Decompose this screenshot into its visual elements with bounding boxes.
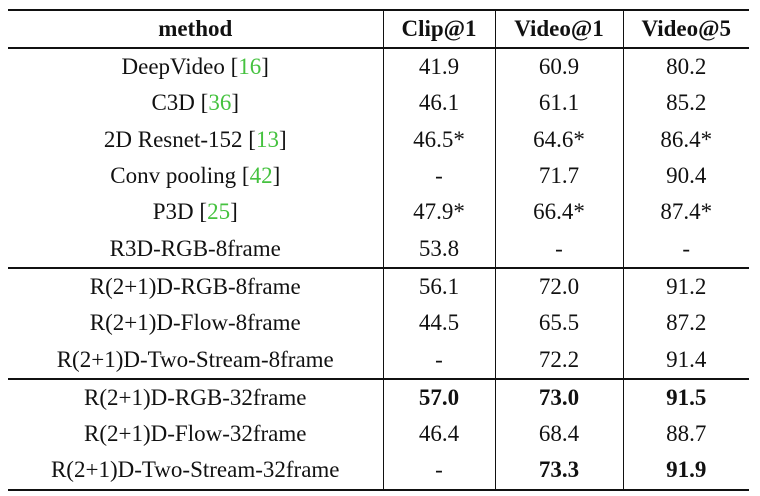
video-at-5-cell: - <box>622 230 749 268</box>
table-row: R3D-RGB-8frame 53.8- - <box>8 230 749 268</box>
method-name: R(2+1)D-RGB-32frame <box>84 384 307 410</box>
clip-at-1-cell: - <box>382 157 495 195</box>
method-cell: DeepVideo [16] <box>121 54 269 80</box>
method-name: R(2+1)D-RGB-8frame <box>89 273 301 299</box>
video-at-1-cell: 64.6* <box>494 121 623 158</box>
table-group-8frame: R(2+1)D-RGB-8frame 56.1 72.0 91.2 R(2+1)D-Fl… <box>8 266 749 379</box>
clip-at-1-cell: 57.0 <box>382 377 495 416</box>
video-at-1-cell: 61.1 <box>494 85 623 122</box>
clip-at-1-cell: 44.5 <box>382 305 495 342</box>
citation-link[interactable]: 25 <box>207 199 231 225</box>
method-name: 2D Resnet-152 <box>103 126 243 152</box>
video-at-5-cell: 91.9 <box>622 452 749 491</box>
video-at-5-cell: 86.4* <box>622 121 749 158</box>
video-at-5-cell: 90.4 <box>622 157 749 195</box>
method-name: DeepVideo <box>121 54 225 80</box>
table-row: R(2+1)D-Flow-8frame 44.5 65.5 87.2 <box>8 305 749 342</box>
video-at-1-cell: 60.9 <box>494 48 623 86</box>
clip-at-1-cell: 41.9 <box>382 48 495 86</box>
results-table: method Clip@1 Video@1 Video@5 DeepVideo … <box>8 9 749 491</box>
table-group-32frame: R(2+1)D-RGB-32frame 57.0 73.0 91.5 R(2+1)D-F… <box>8 377 749 491</box>
video-at-5-cell: 85.2 <box>622 85 749 122</box>
method-cell: R(2+1)D-Two-Stream-32frame <box>8 452 383 491</box>
video-at-5-cell: 91.4 <box>622 341 749 379</box>
table-row: Conv pooling [42] -71.7 90.4 <box>8 157 749 195</box>
clip-at-1-cell: 47.9* <box>382 194 495 231</box>
method-name: Conv pooling <box>110 163 237 189</box>
video-at-5-cell: 87.2 <box>622 305 749 342</box>
method-cell: C3D [36] <box>151 90 240 116</box>
method-cell: R(2+1)D-Flow-32frame <box>8 416 383 452</box>
table-row: R(2+1)D-RGB-8frame 56.1 72.0 91.2 <box>8 266 749 306</box>
table-row: R(2+1)D-RGB-32frame 57.0 73.0 91.5 <box>8 377 749 416</box>
method-cell: R(2+1)D-RGB-32frame <box>8 377 383 416</box>
method-name: R(2+1)D-Two-Stream-8frame <box>56 346 334 372</box>
video-at-5-cell: 80.2 <box>622 48 749 86</box>
method-name: P3D <box>152 199 194 225</box>
citation-link[interactable]: 13 <box>255 126 279 152</box>
table-row: R(2+1)D-Flow-32frame 46.4 68.4 88.7 <box>8 415 749 453</box>
method-name: R(2+1)D-Flow-8frame <box>89 310 301 336</box>
table-row: R(2+1)D-Two-Stream-32frame -73.3 91.9 <box>8 452 749 491</box>
header-row: method Clip@1 Video@1 Video@5 <box>8 9 749 49</box>
method-cell: R(2+1)D-RGB-8frame <box>8 266 383 306</box>
method-cell: R(2+1)D-Flow-8frame <box>8 305 383 341</box>
clip-at-1-cell: 53.8 <box>382 230 495 268</box>
clip-at-1-cell: 46.1 <box>382 85 495 122</box>
method-cell: Conv pooling [42] <box>110 163 281 189</box>
video-at-5-cell: 91.2 <box>622 266 749 306</box>
table-group-baselines: DeepVideo [16] 41.9 60.9 80.2 C3D [36] 46.1 61… <box>8 48 749 268</box>
method-name: R(2+1)D-Flow-32frame <box>84 421 307 447</box>
table-row: 2D Resnet-152 [13] 46.5* 64.6* 86.4* <box>8 121 749 158</box>
video-at-1-cell: 71.7 <box>494 157 623 195</box>
clip-at-1-cell: 56.1 <box>382 266 495 306</box>
method-cell: R(2+1)D-Two-Stream-8frame <box>8 341 383 378</box>
citation-link[interactable]: 36 <box>208 90 232 116</box>
table-row: C3D [36] 46.1 61.1 85.2 <box>8 85 749 122</box>
video-at-1-cell: - <box>494 230 623 268</box>
clip-at-1-cell: 46.4 <box>382 415 495 453</box>
video-at-5-cell: 91.5 <box>622 377 749 416</box>
video-at-1-cell: 72.0 <box>494 266 623 306</box>
video-at-1-cell: 72.2 <box>494 341 623 379</box>
clip-at-1-cell: - <box>382 452 495 491</box>
table-row: R(2+1)D-Two-Stream-8frame -72.2 91.4 <box>8 341 749 379</box>
method-name: C3D <box>151 90 195 116</box>
citation-link[interactable]: 42 <box>249 163 273 189</box>
method-name: R(2+1)D-Two-Stream-32frame <box>50 457 340 483</box>
video-at-5-cell: 88.7 <box>622 415 749 453</box>
video-at-5-cell: 87.4* <box>622 194 749 231</box>
video-at-1-cell: 73.0 <box>494 377 623 416</box>
video-at-1-cell: 73.3 <box>494 452 623 491</box>
method-cell: R3D-RGB-8frame <box>8 230 383 267</box>
table-row: DeepVideo [16] 41.9 60.9 80.2 <box>8 48 749 86</box>
clip-at-1-cell: - <box>382 341 495 379</box>
clip-at-1-cell: 46.5* <box>382 121 495 158</box>
header-clip-at-1: Clip@1 <box>382 9 495 49</box>
method-cell: P3D [25] <box>152 199 238 225</box>
video-at-1-cell: 65.5 <box>494 305 623 342</box>
method-name: R3D-RGB-8frame <box>109 235 281 261</box>
header-video-at-5: Video@5 <box>622 9 749 49</box>
header-method: method <box>8 9 383 49</box>
citation-link[interactable]: 16 <box>238 54 262 80</box>
header-video-at-1: Video@1 <box>494 9 623 49</box>
method-cell: 2D Resnet-152 [13] <box>103 126 287 152</box>
video-at-1-cell: 66.4* <box>494 194 623 231</box>
video-at-1-cell: 68.4 <box>494 415 623 453</box>
table-row: P3D [25] 47.9* 66.4* 87.4* <box>8 194 749 231</box>
